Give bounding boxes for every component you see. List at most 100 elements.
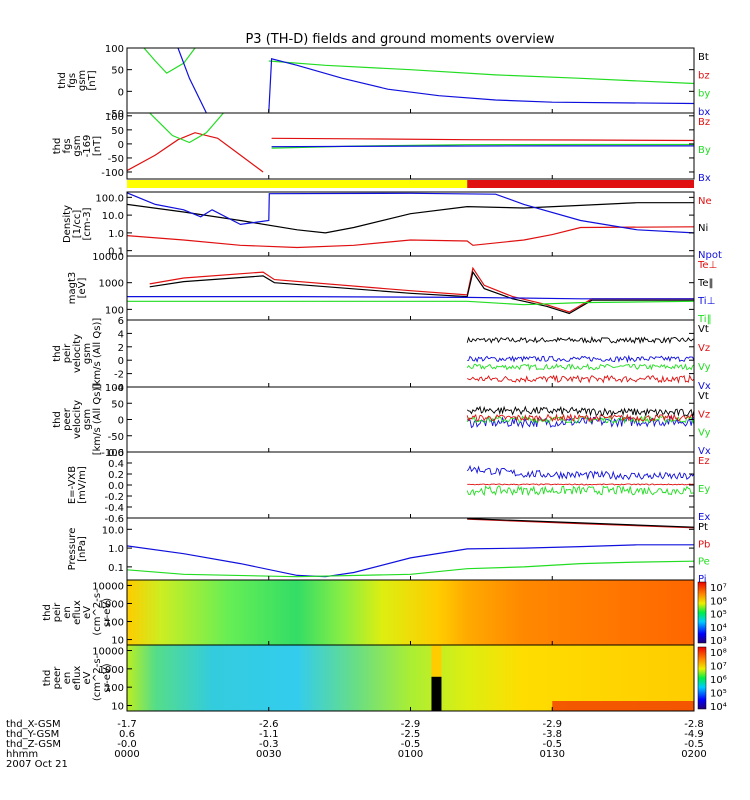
axis-row-label: 2007 Oct 21 — [6, 759, 68, 770]
series-line-0 — [466, 415, 694, 429]
spectrogram-gap-top — [431, 645, 442, 677]
panel-peir_en: 10⁷10⁶10⁵10⁴10³10000100010010thdpeirenef… — [42, 579, 727, 647]
y-axis-label-line: sr-eV) — [102, 598, 113, 627]
series-group — [127, 518, 694, 578]
series-line-1 — [466, 464, 694, 481]
series-line-2 — [149, 113, 224, 144]
panel-pressure: 10.0 1.0 0.1 Pt Pb Pe Pi Pressure[nPa] — [67, 517, 710, 585]
legend-entry: Npot — [698, 250, 722, 261]
colorbar-label: 10³ — [710, 636, 727, 647]
series-line-1 — [127, 560, 694, 578]
y-tick-label: 2 — [118, 343, 124, 354]
y-tick-label: 10 — [111, 636, 124, 647]
y-tick-label: 0 — [118, 356, 124, 367]
y-tick-label: 0 — [118, 87, 124, 98]
y-axis-label: thdpeirenefluxeV(cm^2-s-sr-eV) — [42, 589, 113, 636]
series-group — [127, 113, 694, 173]
axis-tick-value: -4.9 — [684, 729, 704, 740]
axis-tick-value: 0.6 — [119, 729, 135, 740]
y-axis-label-line: thd — [52, 138, 63, 155]
panel-fgs169: 100 50 0 -50 -100 Bz By Bx thdfgsgsm-169[nT] — [52, 112, 711, 184]
axis-tick-value: 0200 — [681, 749, 706, 760]
y-axis-label-line: thd — [52, 345, 63, 362]
legend-entry: Vt — [698, 391, 709, 402]
legend-entry: Vy — [698, 428, 711, 439]
y-tick-label: 10.0 — [102, 525, 124, 536]
y-axis-label-line: gsm — [77, 70, 88, 91]
y-axis-label-line: peer — [62, 407, 73, 431]
panel-fgs: 100 50 0 -50 Bt bz by bx thdfgsgsm[nT] — [57, 44, 710, 120]
series-line-3 — [268, 58, 694, 113]
y-tick-label: 1.0 — [108, 544, 124, 555]
legend-entry: Pb — [698, 539, 710, 550]
legend-entry: bx — [698, 107, 710, 118]
series-line-2 — [127, 296, 694, 300]
series-group — [127, 266, 694, 315]
legend-entry: Te‖ — [697, 278, 714, 289]
series-line-1 — [268, 60, 694, 85]
y-tick-label: 10.0 — [102, 211, 124, 222]
axis-tick-value: -1.7 — [117, 719, 137, 730]
panels-group: 100500-50Btbzbybxthdfgsgsm[nT]100500-50-… — [42, 44, 727, 713]
series-line-0 — [127, 202, 694, 234]
panel-frame — [126, 451, 695, 519]
series-line-0 — [466, 485, 694, 497]
y-tick-label: 10000 — [92, 581, 124, 592]
y-axis-label-line: eflux — [72, 600, 83, 625]
y-axis-label-line: -169 — [82, 135, 93, 158]
colorbar — [697, 581, 707, 644]
y-tick-label: 100 — [105, 305, 124, 316]
y-tick-label: -4 — [114, 383, 124, 394]
y-tick-label: -50 — [108, 432, 124, 443]
colorbar-label: 10⁵ — [710, 610, 727, 621]
axis-row-label: thd_X-GSM — [6, 719, 61, 730]
legend-entry: by — [698, 89, 710, 100]
axis-tick-value: -2.6 — [259, 719, 279, 730]
series-line-1 — [466, 363, 694, 371]
y-tick-label: -100 — [101, 448, 124, 459]
y-tick-label: 0.1 — [108, 247, 124, 258]
colorbar-label: 10⁵ — [710, 689, 727, 700]
y-axis-label-line: [cm-3] — [82, 207, 93, 240]
axis-tick-value: -0.0 — [117, 739, 137, 750]
legend-entry: Vt — [698, 324, 709, 335]
series-group — [466, 335, 694, 384]
y-axis-label: Density[1/cc][cm-3] — [62, 205, 93, 243]
series-line-3 — [466, 405, 694, 418]
spectrogram-field — [127, 580, 694, 645]
y-axis-label-line: [nT] — [92, 136, 103, 156]
status-segment — [467, 180, 694, 188]
colorbar-label: 10⁷ — [710, 583, 727, 594]
y-axis-label-line: magt3 — [67, 272, 78, 305]
spectrogram-low-energy-band — [552, 701, 694, 711]
legend-entry: Bz — [698, 117, 710, 128]
y-tick-label: -2 — [114, 370, 124, 381]
y-tick-label: 100 — [105, 383, 124, 394]
axis-tick-value: -0.5 — [401, 739, 421, 750]
series-line-3 — [466, 374, 694, 384]
legend-entry: Vx — [698, 446, 711, 457]
y-axis-label-line: eV — [82, 671, 93, 684]
series-group — [466, 405, 694, 429]
legend-entry: Ne — [698, 196, 712, 207]
y-tick-label: 10000 — [92, 647, 124, 658]
y-tick-label: 0.1 — [108, 563, 124, 574]
y-axis-label-line: eflux — [72, 666, 83, 691]
series-line-1 — [149, 270, 694, 315]
legend-entry: bz — [698, 70, 710, 81]
series-line-2 — [177, 48, 207, 113]
legend-entry: Pe — [698, 557, 710, 568]
y-tick-label: 100 — [105, 112, 124, 123]
colorbar-label: 10⁶ — [710, 675, 727, 686]
colorbar-label: 10⁴ — [710, 702, 727, 713]
spectrogram-field — [127, 645, 694, 711]
series-line-2 — [467, 483, 694, 486]
axis-tick-value: 0000 — [114, 749, 139, 760]
y-tick-label: 1000 — [99, 665, 124, 676]
y-tick-label: 0.4 — [108, 459, 124, 470]
y-tick-label: 0.2 — [108, 470, 124, 481]
y-tick-label: 50 — [111, 66, 124, 77]
legend-entry: Vx — [698, 381, 711, 392]
y-axis-label-line: thd — [57, 72, 68, 89]
